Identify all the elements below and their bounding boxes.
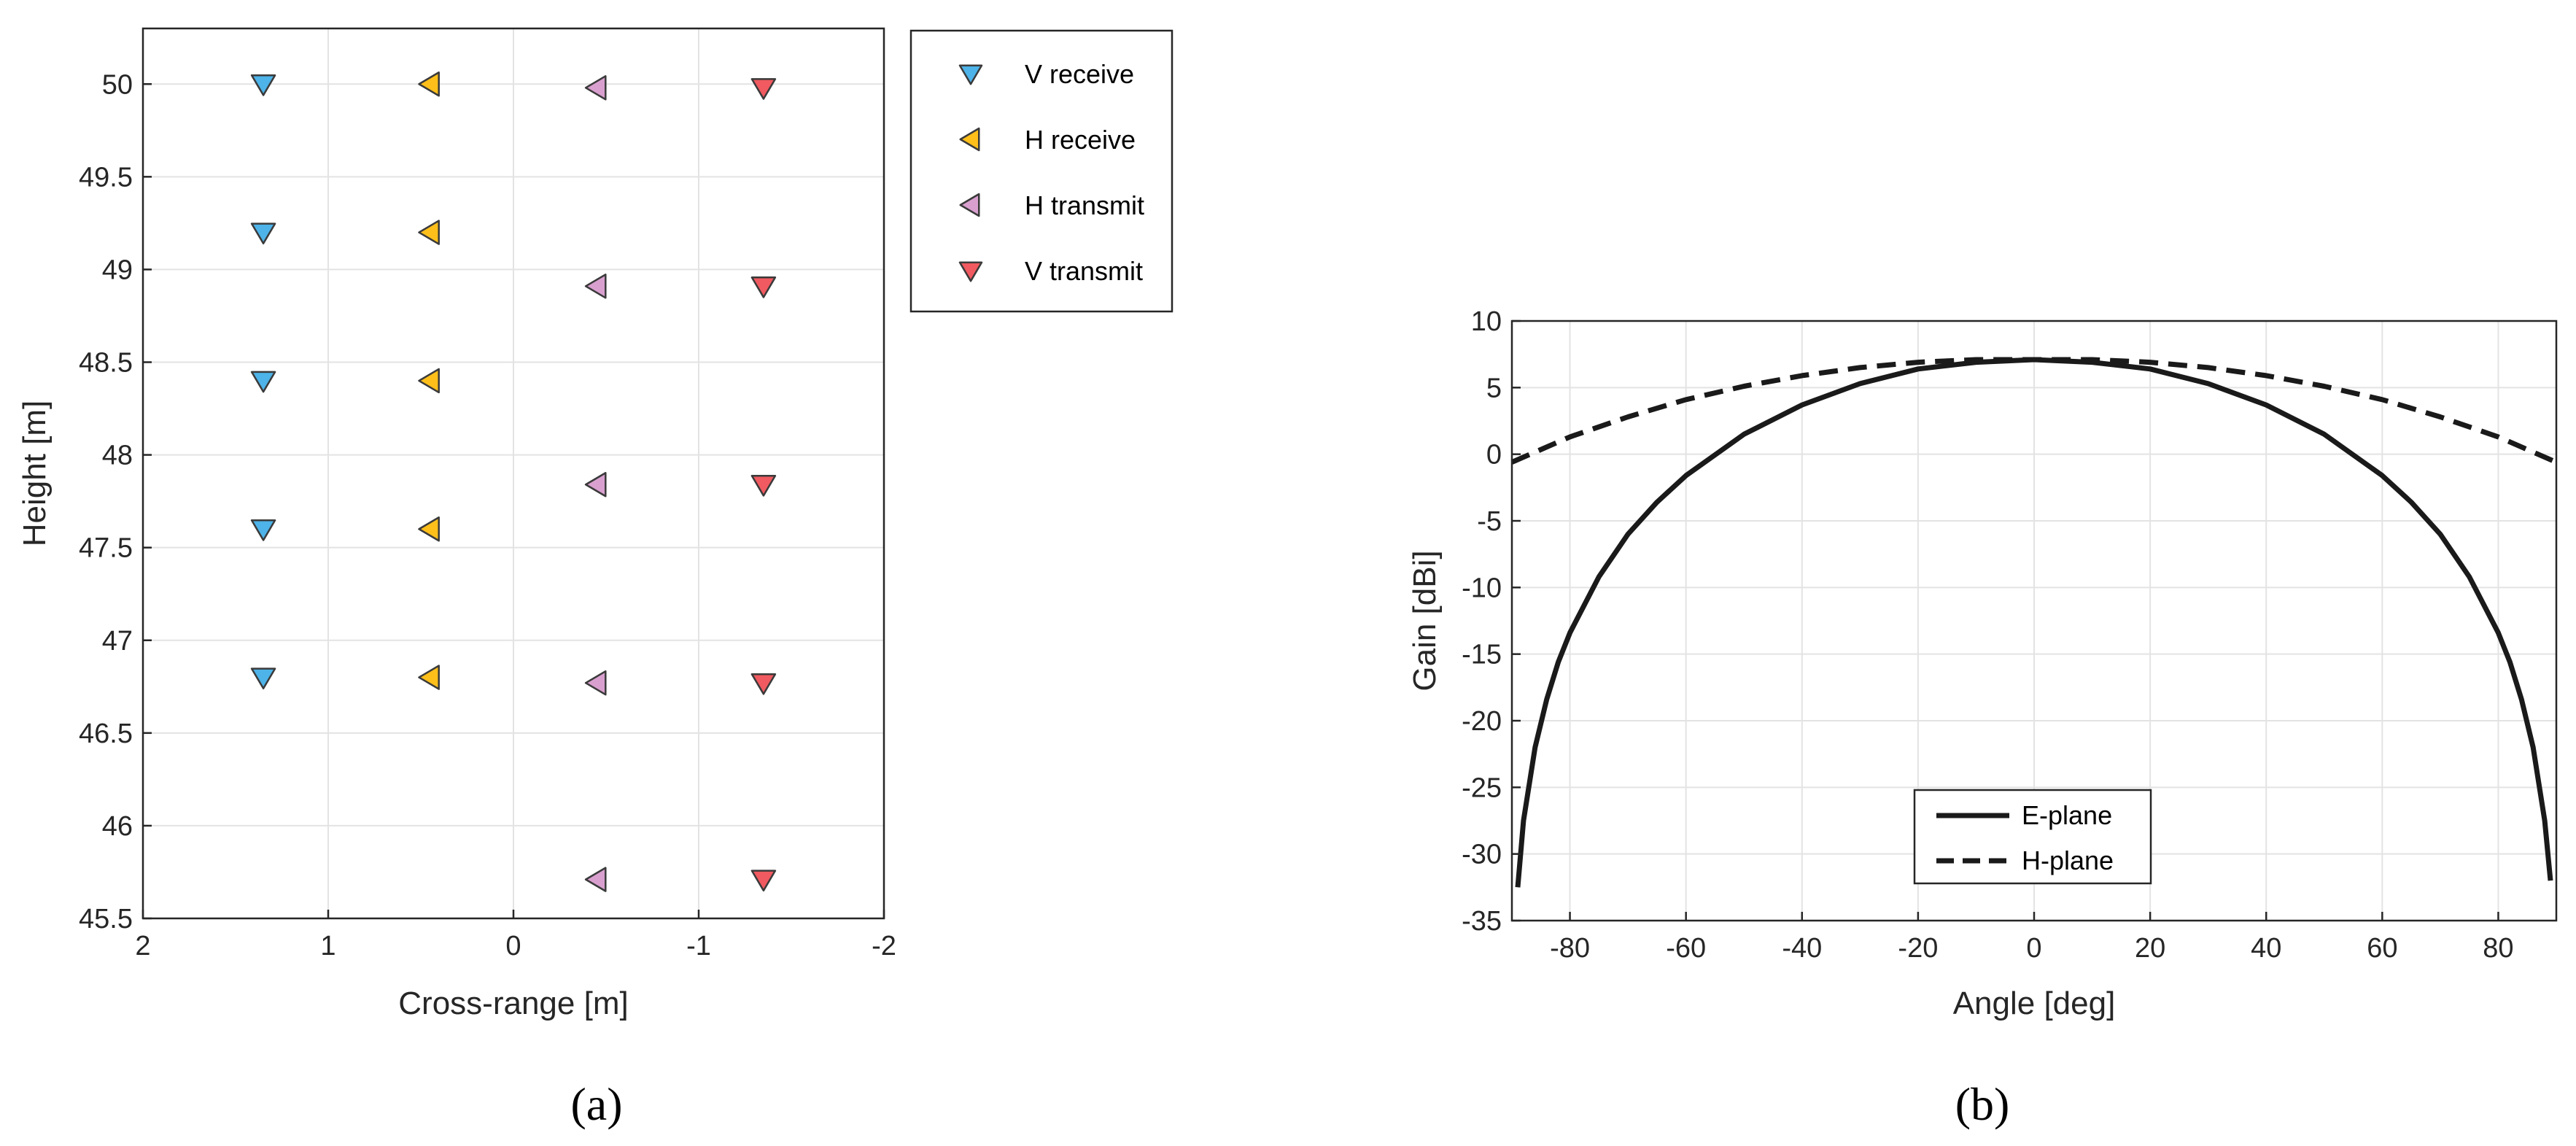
y-tick-label: -15	[1462, 640, 1502, 670]
y-tick-label: 46.5	[79, 719, 133, 749]
x-tick-label: 0	[505, 931, 521, 961]
marker-v-receive	[250, 222, 276, 245]
marker-v-transmit	[750, 475, 777, 497]
legend-label: V transmit	[1025, 256, 1143, 286]
marker-h-transmit	[584, 75, 607, 101]
marker-v-receive	[250, 74, 276, 96]
legend-marker	[959, 127, 980, 152]
y-tick-label: 5	[1486, 373, 1502, 403]
legend-label: H receive	[1025, 125, 1136, 155]
legend-marker	[958, 261, 983, 282]
y-tick-label: 50	[102, 69, 133, 100]
markers-a	[250, 71, 777, 892]
y-tick-label: 49	[102, 255, 133, 285]
x-tick-label: -20	[1898, 933, 1938, 964]
x-tick-label: -2	[872, 931, 896, 961]
legend-label: H transmit	[1025, 190, 1144, 220]
marker-h-receive	[418, 665, 440, 690]
marker-v-receive	[250, 667, 276, 690]
x-axis-label-a: Cross-range [m]	[398, 986, 628, 1021]
marker-h-transmit	[584, 274, 607, 299]
marker-h-transmit	[584, 670, 607, 696]
marker-h-transmit	[584, 472, 607, 497]
y-tick-label: -10	[1462, 573, 1502, 603]
caption-b: (b)	[1955, 1078, 2010, 1130]
caption-a: (a)	[570, 1078, 622, 1130]
y-tick-label: -20	[1462, 706, 1502, 737]
legend-label: E-plane	[2022, 800, 2112, 830]
y-tick-label: 48.5	[79, 348, 133, 379]
panel-a-scatter: 2 1 0 -1 -2 45.5 46 46.5 47 47.5 48 48.5 49 49.5 50 Cr…	[17, 27, 1173, 1130]
marker-h-transmit	[584, 867, 607, 892]
y-tick-label: 49.5	[79, 162, 133, 193]
legend-box-b	[1913, 789, 2152, 885]
marker-v-receive	[250, 519, 276, 541]
y-axis-label-b: Gain [dBi]	[1407, 550, 1443, 691]
marker-h-receive	[418, 368, 440, 394]
ticks-b: -80 -60 -40 -20 0 20 40 60 80 -35 -30 -25 -20 -15 -10 -…	[1462, 306, 2514, 964]
x-tick-label: 0	[2026, 933, 2041, 964]
marker-v-transmit	[750, 870, 777, 892]
y-tick-label: -5	[1477, 506, 1502, 537]
x-tick-label: -80	[1550, 933, 1590, 964]
y-tick-label: 45.5	[79, 904, 133, 934]
y-tick-label: 10	[1471, 306, 1502, 337]
y-axis-label-a: Height [m]	[17, 400, 53, 547]
grid-b	[1512, 320, 2556, 921]
marker-h-receive	[418, 71, 440, 97]
y-tick-label: 46	[102, 811, 133, 842]
marker-v-receive	[250, 371, 276, 393]
y-tick-label: -25	[1462, 773, 1502, 803]
marker-h-receive	[418, 516, 440, 542]
ticks-a: 2 1 0 -1 -2 45.5 46 46.5 47 47.5 48 48.5 49 49.5 50	[79, 69, 896, 961]
lines-b	[1510, 357, 2558, 888]
legend-label: H-plane	[2022, 845, 2114, 875]
x-tick-label: 80	[2483, 933, 2513, 964]
y-tick-label: 47.5	[79, 533, 133, 564]
y-tick-label: -30	[1462, 840, 1502, 870]
grid-a	[142, 28, 885, 919]
y-tick-label: 0	[1486, 440, 1502, 471]
x-tick-label: -60	[1666, 933, 1706, 964]
marker-v-transmit	[750, 673, 777, 695]
legend-a: V receive H receive H transmit V transmit	[909, 29, 1173, 313]
x-tick-label: 2	[135, 931, 150, 961]
legend-box-a	[909, 29, 1173, 313]
x-tick-label: 40	[2251, 933, 2281, 964]
marker-h-receive	[418, 220, 440, 245]
y-tick-label: 48	[102, 441, 133, 471]
marker-v-transmit	[750, 78, 777, 100]
legend-marker	[958, 64, 983, 85]
x-tick-label: 60	[2367, 933, 2397, 964]
marker-v-transmit	[750, 276, 777, 298]
x-tick-label: 1	[320, 931, 335, 961]
y-tick-label: 47	[102, 626, 133, 657]
line-h-plane	[1510, 357, 2558, 465]
x-axis-label-b: Angle [deg]	[1953, 986, 2116, 1021]
y-tick-label: -35	[1462, 906, 1502, 937]
legend-b: E-plane H-plane	[1913, 789, 2152, 885]
legend-marker	[959, 193, 980, 217]
x-tick-label: -1	[686, 931, 711, 961]
legend-label: V receive	[1025, 59, 1134, 89]
x-tick-label: 20	[2135, 933, 2165, 964]
x-tick-label: -40	[1782, 933, 1822, 964]
panel-b-line: -80 -60 -40 -20 0 20 40 60 80 -35 -30 -25 -20 -15 -10 -…	[1407, 306, 2558, 1130]
